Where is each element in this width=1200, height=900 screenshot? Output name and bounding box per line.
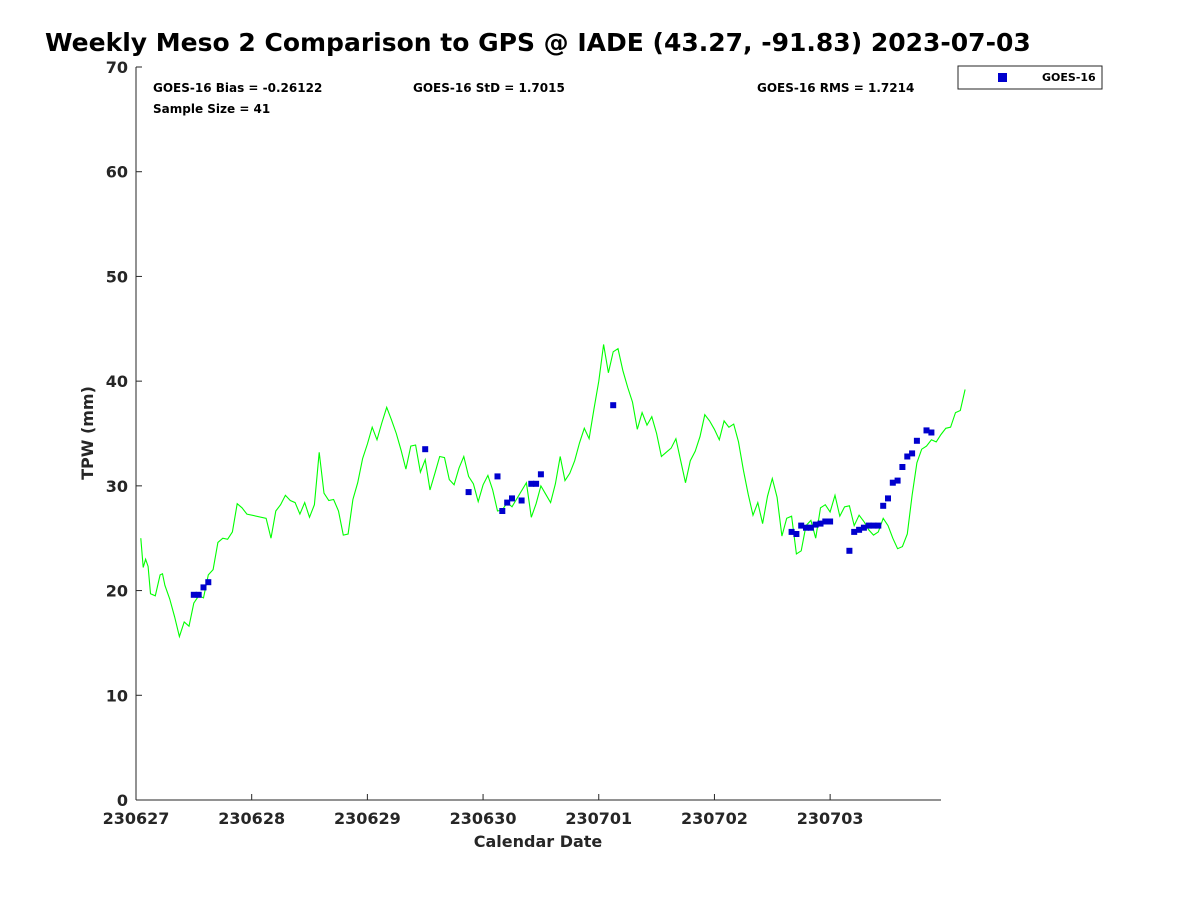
y-tick-label: 0 xyxy=(117,791,128,810)
goes16-point xyxy=(899,464,906,470)
y-tick-label: 50 xyxy=(106,267,128,286)
x-axis-label: Calendar Date xyxy=(474,832,603,851)
goes16-point xyxy=(860,524,867,531)
y-tick-label: 60 xyxy=(106,163,128,182)
goes16-point xyxy=(610,402,617,409)
std-stat: GOES-16 StD = 1.7015 xyxy=(413,81,565,95)
x-tick-label: 230701 xyxy=(565,809,632,828)
goes16-point xyxy=(205,579,212,586)
legend-label-goes16: GOES-16 xyxy=(1042,71,1096,84)
chart-title: Weekly Meso 2 Comparison to GPS @ IADE (… xyxy=(45,28,1031,57)
goes16-point xyxy=(422,446,429,453)
rms-stat: GOES-16 RMS = 1.7214 xyxy=(757,81,914,95)
x-ticks: 230627 230628 230629 230630 230701 230702 2307… xyxy=(103,794,864,828)
goes16-point xyxy=(846,547,853,554)
y-tick-label: 30 xyxy=(106,477,128,496)
axes xyxy=(135,67,941,801)
goes16-point xyxy=(909,450,916,457)
goes16-point xyxy=(870,522,877,529)
goes16-point xyxy=(889,479,896,486)
goes16-point xyxy=(865,522,872,529)
goes16-point xyxy=(923,427,930,434)
goes16-point xyxy=(812,521,819,528)
goes16-point xyxy=(509,495,515,502)
y-ticks: 0 10 20 30 40 50 60 70 xyxy=(106,58,142,810)
y-tick-label: 20 xyxy=(106,582,128,601)
goes16-point xyxy=(894,477,901,484)
goes16-point xyxy=(822,518,829,525)
goes16-point xyxy=(798,522,805,529)
goes16-point xyxy=(190,591,197,598)
goes16-point xyxy=(465,489,472,496)
x-tick-label: 230702 xyxy=(681,809,748,828)
goes16-point xyxy=(200,584,207,591)
x-tick-label: 230703 xyxy=(797,809,864,828)
goes16-point xyxy=(793,531,800,537)
x-tick-label: 230630 xyxy=(450,809,517,828)
y-axis-label: TPW (mm) xyxy=(78,386,97,480)
y-tick-label: 10 xyxy=(106,686,128,705)
goes16-point xyxy=(788,528,795,535)
y-tick-label: 70 xyxy=(106,58,128,77)
goes16-point xyxy=(885,495,891,502)
sample-size-stat: Sample Size = 41 xyxy=(153,102,270,116)
goes16-point xyxy=(807,524,814,531)
goes16-point xyxy=(537,471,544,478)
goes16-point xyxy=(528,480,535,487)
goes16-point xyxy=(856,526,863,533)
goes16-point xyxy=(533,480,540,487)
goes16-point xyxy=(494,473,501,480)
goes16-point xyxy=(913,437,920,444)
goes16-point xyxy=(880,502,887,509)
x-tick-label: 230627 xyxy=(103,809,170,828)
legend: GOES-16 xyxy=(957,65,1103,90)
legend-marker-goes16 xyxy=(998,73,1007,82)
goes16-point xyxy=(817,520,824,527)
plot-area xyxy=(140,344,966,639)
gps-tpw-line xyxy=(140,344,966,639)
goes16-point xyxy=(504,499,511,506)
x-tick-label: 230628 xyxy=(218,809,285,828)
goes16-point xyxy=(195,591,202,598)
goes16-point xyxy=(803,524,809,531)
goes16-point xyxy=(928,429,935,436)
x-tick-label: 230629 xyxy=(334,809,401,828)
stats-block: GOES-16 Bias = -0.26122 GOES-16 StD = 1.… xyxy=(153,81,914,116)
y-tick-label: 40 xyxy=(106,372,128,391)
legend-box xyxy=(957,65,1103,90)
goes16-point xyxy=(875,522,882,529)
goes16-point xyxy=(499,508,506,514)
goes16-point xyxy=(518,497,525,504)
goes16-point xyxy=(851,528,858,535)
goes16-point xyxy=(904,453,911,460)
goes16-point xyxy=(827,518,834,525)
bias-stat: GOES-16 Bias = -0.26122 xyxy=(153,81,322,95)
